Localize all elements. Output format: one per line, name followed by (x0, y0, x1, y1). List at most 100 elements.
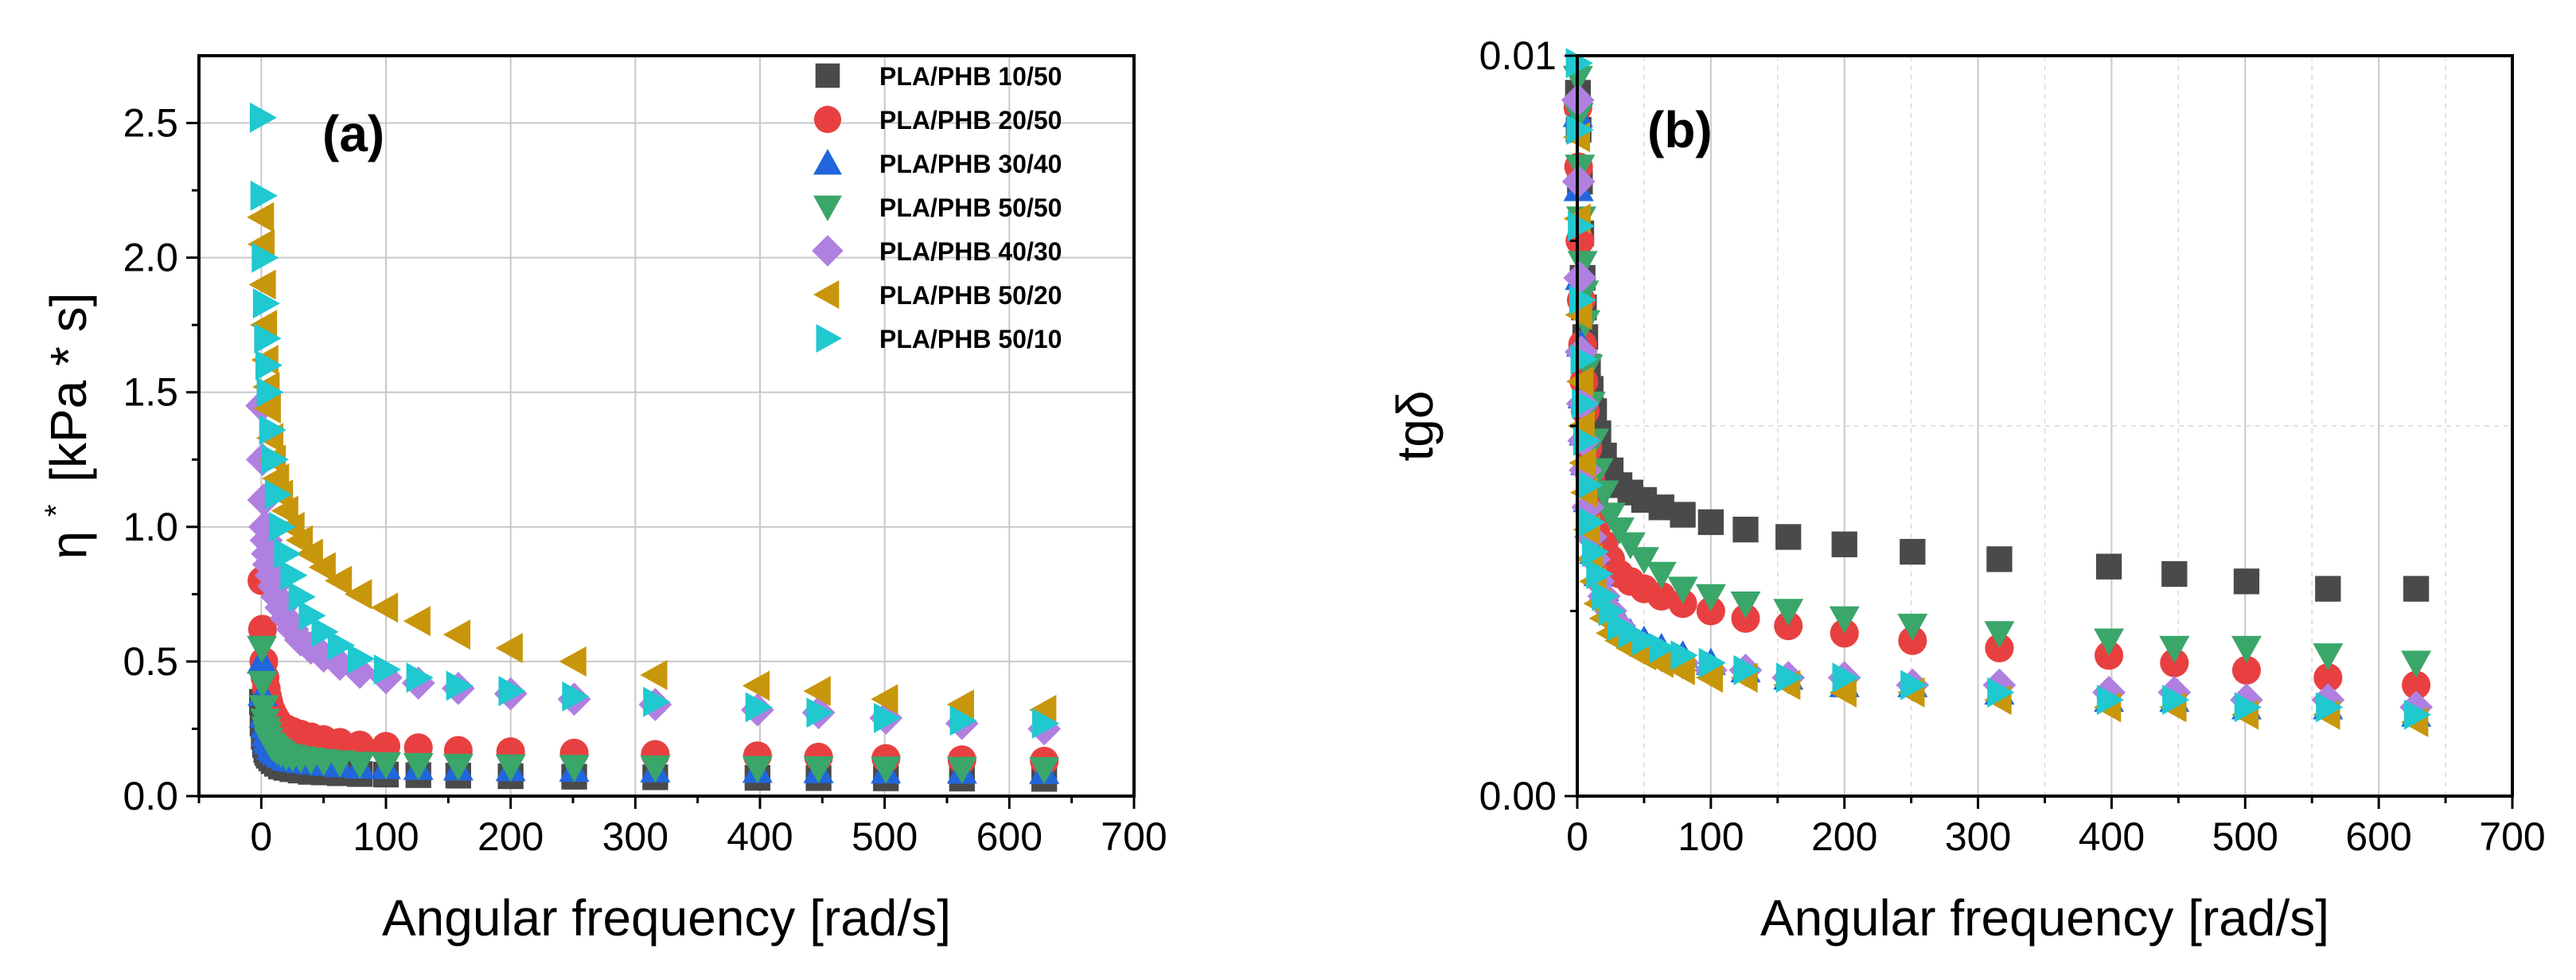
data-point (1776, 662, 1804, 693)
data-point (275, 612, 310, 646)
data-point (247, 201, 275, 232)
data-point (250, 180, 278, 211)
x-tick-label: 400 (2079, 814, 2145, 859)
data-point (742, 755, 773, 783)
data-point (268, 511, 297, 542)
data-point (1567, 411, 1595, 441)
legend-label: PLA/PHB 50/10 (879, 325, 1062, 353)
data-point (442, 753, 474, 782)
data-point (1984, 621, 2015, 649)
x-tick-label: 700 (1101, 814, 1167, 859)
data-point (255, 349, 283, 381)
data-point (1773, 599, 1804, 627)
data-point (1631, 625, 1659, 656)
data-point (742, 670, 770, 701)
data-point (874, 702, 902, 733)
data-point (2315, 576, 2341, 602)
legend-marker (813, 105, 842, 134)
data-point (1569, 447, 1596, 478)
data-point (2095, 553, 2122, 580)
data-point (254, 323, 282, 354)
data-point (247, 635, 278, 663)
y-tick-label: 0.01 (1479, 33, 1557, 78)
panel-a-label: (a) (322, 105, 384, 162)
data-point (1572, 425, 1601, 456)
data-point (295, 538, 323, 569)
data-point (803, 676, 831, 707)
legend-marker (812, 235, 844, 267)
x-tick-label: 200 (477, 814, 544, 859)
data-point (259, 415, 286, 446)
data-point (1667, 654, 1695, 685)
data-point (298, 600, 326, 631)
data-point (745, 692, 773, 723)
y-tick-label: 0.5 (123, 639, 178, 684)
data-point (1598, 595, 1626, 627)
data-point (446, 670, 474, 701)
data-point (371, 752, 401, 780)
data-point (1832, 662, 1860, 693)
panel-b-tgd-vs-frequency: 0 100 200 300 400 500 600 700 0.00 0.01 (b) Angul… (1386, 33, 2546, 947)
legend-label: PLA/PHB 50/50 (879, 193, 1062, 222)
data-point (2231, 655, 2262, 685)
x-tick-label: 700 (2479, 814, 2545, 859)
data-point (1829, 677, 1857, 708)
data-point (248, 269, 276, 300)
data-point (1646, 561, 1677, 589)
data-point (498, 676, 526, 707)
data-point (1615, 532, 1646, 560)
data-point (327, 630, 356, 661)
y-tick-label: 1.5 (123, 370, 178, 415)
data-point (2162, 685, 2190, 716)
svg-text:η * [kPa * s]: η * [kPa * s] (21, 292, 97, 559)
data-point (1730, 592, 1761, 619)
data-point (1733, 654, 1761, 685)
x-tick-label: 0 (1566, 814, 1588, 859)
data-point (1029, 694, 1057, 725)
legend-entry: PLA/PHB 50/10 (816, 324, 1062, 353)
y-tick-label: 2.0 (123, 236, 178, 280)
legend-entry: PLA/PHB 20/50 (813, 105, 1062, 135)
data-point (2096, 685, 2125, 716)
y-tick-label: 2.5 (123, 101, 178, 146)
series-pla-phb-40-30 (245, 388, 1062, 746)
legend-marker (813, 280, 840, 309)
data-point (806, 697, 834, 728)
data-point (403, 606, 431, 637)
data-point (1775, 524, 1802, 550)
data-point (1563, 261, 1597, 295)
data-point (2234, 692, 2262, 723)
legend-label: PLA/PHB 40/30 (879, 237, 1062, 266)
series-pla-phb-20-50 (1563, 93, 2431, 700)
data-point (325, 565, 353, 596)
data-point (1900, 538, 1926, 565)
data-point (1586, 559, 1614, 589)
data-point (1576, 470, 1604, 501)
data-point (1900, 670, 1928, 701)
data-point (325, 750, 356, 778)
data-point (1618, 618, 1646, 649)
legend-entry: PLA/PHB 30/40 (813, 149, 1062, 178)
panel-b-label: (b) (1647, 101, 1713, 158)
data-point (311, 616, 339, 647)
x-tick-label: 500 (2212, 814, 2278, 859)
data-point (1897, 613, 1928, 642)
data-point (2316, 692, 2344, 723)
data-point (271, 495, 298, 526)
data-point (373, 654, 401, 685)
data-point (1698, 647, 1726, 678)
data-point (640, 755, 671, 783)
data-point (1670, 502, 1696, 528)
data-point (1829, 606, 1860, 634)
legend-label: PLA/PHB 10/50 (879, 62, 1062, 91)
y-tick-label: 0.0 (123, 774, 178, 818)
data-point (264, 479, 293, 510)
data-point (559, 646, 587, 677)
data-point (803, 755, 834, 784)
panel-a-grid (199, 56, 1135, 796)
panel-a-frame (197, 54, 1136, 798)
data-point (1595, 502, 1626, 530)
panel-a-eta-vs-frequency: 0 100 200 300 400 500 600 700 0.0 0.5 1.0 1.5 2.0 2.5… (21, 54, 1167, 947)
data-point (249, 102, 278, 133)
data-point (1566, 366, 1594, 397)
